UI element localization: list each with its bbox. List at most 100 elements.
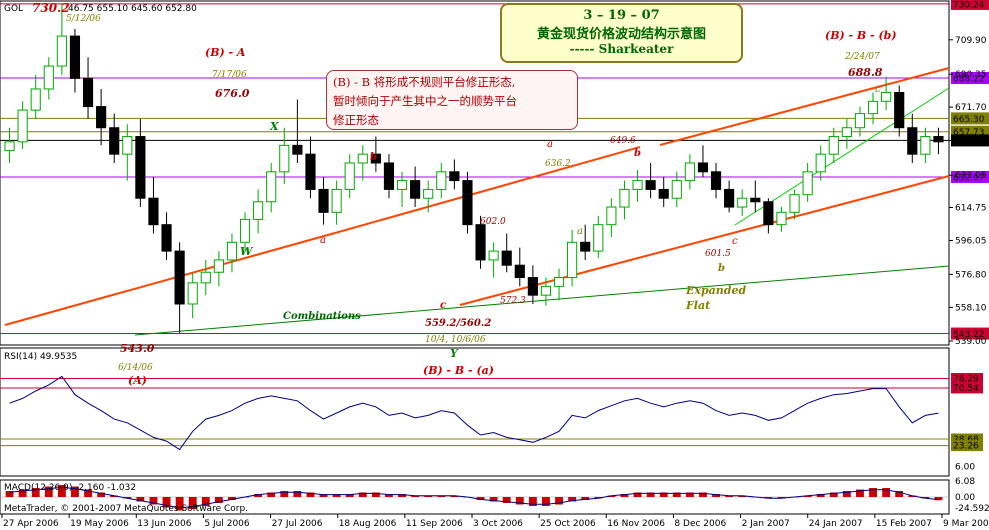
candle-body — [174, 250, 185, 305]
candle-body — [789, 194, 800, 213]
macd-histogram-bar — [398, 494, 406, 497]
price-level-value: 657.73 — [953, 128, 985, 138]
candle-body — [802, 171, 813, 196]
candle-body — [527, 277, 538, 296]
wave-label: 688.8 — [848, 66, 883, 79]
candle-body — [920, 136, 931, 155]
wave-label: 572.3 — [500, 296, 526, 306]
rsi-level-value: 70.54 — [953, 384, 979, 394]
wave-label: a — [577, 226, 583, 237]
macd-histogram-bar — [489, 497, 498, 502]
wave-label: b — [370, 152, 377, 163]
macd-histogram-bar — [829, 492, 838, 497]
candle-body — [815, 153, 826, 173]
wave-label: Flat — [685, 299, 710, 312]
wave-label: (B) - B - (a) — [423, 364, 494, 377]
candle-body — [410, 180, 421, 199]
time-axis-label: 25 Oct 2006 — [540, 519, 596, 529]
price-level-value: 652.80 — [953, 137, 985, 147]
candle-body — [56, 35, 67, 67]
macd-histogram-bar — [175, 497, 184, 511]
candle-body — [43, 65, 54, 90]
macd-histogram-bar — [581, 497, 590, 500]
candle-body — [122, 136, 133, 155]
wave-label: (A) — [128, 374, 147, 387]
candle-body — [619, 188, 630, 208]
price-axis-label: 558.10 — [955, 303, 987, 313]
ohlc-readout: 46.75 655.10 645.60 652.80 — [68, 4, 197, 14]
candle-body — [854, 113, 866, 129]
macd-histogram-bar — [358, 492, 367, 497]
macd-histogram-bar — [136, 497, 145, 502]
macd-histogram-bar — [659, 492, 668, 497]
macd-histogram-bar — [57, 485, 66, 497]
macd-axis-label: 0.00 — [955, 493, 975, 503]
wave-label: 543.0 — [120, 342, 155, 355]
price-level-tag — [951, 170, 989, 183]
rsi-label: RSI(14) 49.9535 — [4, 352, 77, 362]
macd-histogram-bar — [280, 491, 289, 497]
candle-body — [501, 250, 512, 266]
candle-body — [894, 91, 905, 129]
candle-body — [828, 136, 839, 155]
price-level-tag — [951, 327, 989, 340]
wave-label: W — [240, 245, 254, 258]
candle-body — [82, 77, 94, 108]
candle-body — [318, 188, 329, 213]
macd-histogram-bar — [869, 488, 877, 497]
candle-body — [383, 162, 395, 190]
candle-body — [763, 201, 774, 226]
candle-body — [109, 127, 120, 155]
candle-body — [632, 180, 643, 190]
macd-histogram-bar — [856, 489, 864, 497]
time-axis-label: 13 Jun 2006 — [137, 519, 191, 529]
title-author: ----- Sharkeater — [569, 42, 674, 56]
wave-label: 5/12/06 — [66, 14, 101, 24]
time-axis-label: 8 Dec 2006 — [674, 519, 726, 529]
candle-body — [645, 180, 656, 190]
price-axis-label: 671.70 — [955, 103, 987, 113]
macd-histogram-bar — [555, 497, 563, 505]
macd-signal-line — [9, 486, 939, 509]
wave-label: Y — [450, 347, 459, 360]
candle-body — [933, 136, 944, 143]
macd-histogram-bar — [646, 492, 655, 497]
candle-body — [750, 197, 761, 203]
note-line-1: (B) - B 将形成不规则平台修正形态, — [333, 75, 516, 89]
price-axis-label: 596.05 — [955, 236, 987, 246]
rsi-level-value: 78.29 — [953, 374, 979, 384]
macd-histogram-bar — [542, 497, 550, 506]
wave-label: 7/17/06 — [212, 70, 247, 80]
macd-histogram-bar — [371, 492, 380, 497]
candle-body — [540, 285, 552, 296]
candle-body — [606, 206, 617, 226]
macd-histogram-bar — [18, 489, 27, 497]
wave-label: b — [634, 148, 641, 159]
price-level-tag — [951, 112, 989, 125]
macd-histogram-bar — [633, 492, 642, 497]
time-axis-label: 15 Feb 2007 — [876, 519, 932, 529]
macd-histogram-bar — [162, 497, 171, 508]
macd-histogram-bar — [71, 486, 79, 497]
candle-body — [423, 188, 434, 199]
channel-upper-line-right — [659, 67, 950, 146]
macd-histogram-bar — [319, 494, 328, 497]
candle-body — [658, 188, 669, 199]
candle-body — [488, 250, 499, 261]
candle-body — [226, 241, 238, 261]
rsi-panel-frame — [0, 347, 950, 477]
macd-histogram-bar — [895, 491, 904, 497]
macd-histogram-bar — [385, 494, 393, 497]
candle-body — [239, 218, 251, 243]
channel-upper-line-left — [334, 146, 641, 234]
candle-body — [292, 144, 303, 155]
price-axis-label: 709.90 — [955, 36, 987, 46]
macd-histogram-bar — [31, 488, 40, 497]
macd-histogram-bar — [44, 486, 53, 497]
macd-label: MACD(12,26,9) -2.160 -1.032 — [4, 483, 136, 493]
macd-histogram-bar — [620, 494, 629, 497]
candle-body — [593, 224, 604, 252]
candle-body — [710, 171, 722, 190]
candle-body — [161, 224, 172, 252]
macd-histogram-bar — [267, 492, 276, 497]
